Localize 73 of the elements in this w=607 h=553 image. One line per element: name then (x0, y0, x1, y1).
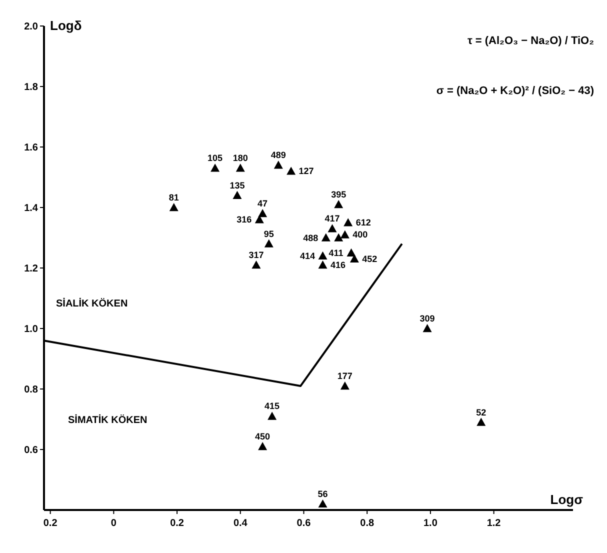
annotation: 417 (324, 214, 340, 224)
annotation: 612 (356, 218, 371, 228)
point (328, 224, 337, 232)
point (340, 381, 350, 390)
point (169, 203, 178, 212)
annotation: 47 (258, 198, 268, 209)
annotation: 135 (230, 180, 245, 190)
annotation: 180 (232, 153, 248, 164)
point (476, 418, 486, 426)
y-tick-label: 0.8 (24, 384, 38, 396)
y-tick-label: 1.8 (24, 82, 38, 93)
point (254, 215, 264, 224)
point (334, 200, 344, 208)
annotation: 81 (168, 192, 179, 202)
y-tick-label: 1.0 (24, 324, 38, 335)
point (232, 190, 242, 199)
annotation: SİALİK KÖKEN (56, 298, 128, 310)
annotation: 177 (337, 370, 352, 381)
annotation: 316 (236, 214, 252, 225)
x-tick-label: 0.2 (43, 518, 58, 529)
annotation: 452 (362, 254, 378, 264)
annotation: τ = (Al₂O₃ − Na₂O) / TiO₂ (467, 35, 594, 47)
y-tick-label: 2.0 (24, 22, 38, 32)
annotation: 416 (330, 260, 346, 270)
point (318, 260, 328, 269)
annotation: 317 (248, 250, 264, 260)
x-tick-label: 0.8 (360, 518, 374, 529)
y-tick-label: 1.6 (24, 142, 38, 154)
annotation: 395 (331, 189, 346, 200)
point (258, 209, 268, 218)
annotation: 95 (264, 228, 274, 239)
point (318, 499, 328, 508)
annotation: SİMATİK KÖKEN (68, 414, 148, 426)
point (422, 324, 432, 332)
point (346, 248, 356, 256)
point (268, 412, 277, 420)
point (258, 442, 268, 450)
point (321, 233, 330, 242)
point (210, 164, 220, 172)
x-tick-label: 0.4 (233, 518, 248, 529)
x-tick-label: 1.0 (424, 518, 438, 529)
point (236, 164, 245, 172)
annotation: 414 (300, 250, 316, 261)
annotation: 400 (352, 230, 368, 240)
point (274, 160, 283, 169)
annotation: 489 (270, 150, 286, 160)
annotation: 488 (303, 232, 318, 243)
x-tick-label: 0 (110, 518, 117, 529)
annotation: 52 (476, 407, 486, 418)
annotation: 411 (328, 248, 344, 258)
point (286, 166, 296, 175)
x-tick-label: 0.2 (170, 518, 184, 529)
annotation: 450 (255, 431, 270, 442)
point (264, 239, 274, 248)
y-tick-label: 0.6 (24, 445, 38, 456)
point (318, 251, 328, 260)
annotation: σ = (Na₂O + K₂O)² / (SiO₂ − 43) (436, 85, 594, 97)
annotation: 105 (208, 153, 223, 164)
point (334, 233, 344, 242)
y-tick-label: 1.2 (24, 264, 38, 274)
x-axis-title: Logσ (550, 492, 584, 507)
annotation: 127 (298, 166, 314, 176)
x-tick-label: 1.2 (486, 518, 502, 529)
annotation: 56 (318, 488, 328, 499)
y-tick-label: 1.4 (24, 203, 38, 214)
annotation: 415 (264, 401, 280, 412)
point (344, 218, 353, 226)
y-axis-title: Logδ (50, 18, 82, 33)
point (252, 260, 261, 269)
annotation: 309 (420, 314, 435, 324)
point (350, 254, 359, 263)
point (340, 230, 350, 238)
x-tick-label: 0.6 (296, 518, 312, 529)
